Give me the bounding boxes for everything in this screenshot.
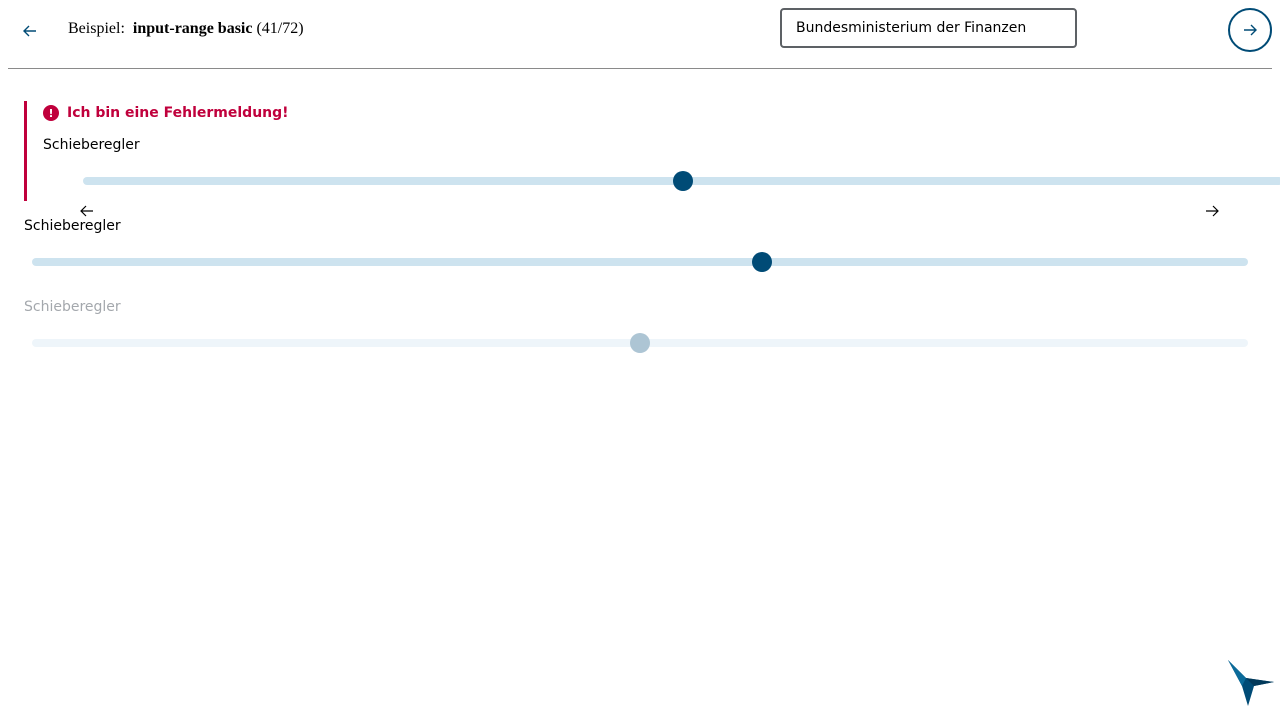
arrow-left-icon [23,25,36,37]
exclamation-circle-icon: ! [43,105,59,121]
slider-1-increase-icon[interactable] [1204,203,1220,219]
title-prefix: Beispiel: [68,20,125,37]
slider-2-track[interactable] [32,252,1248,272]
error-message-text: Ich bin eine Fehlermeldung! [67,105,289,121]
next-button[interactable] [1228,8,1272,52]
back-button[interactable] [18,19,42,43]
slider-2-thumb[interactable] [751,252,772,272]
slider-1-label: Schieberegler [43,137,140,153]
slider-2-label: Schieberegler [24,218,121,234]
slider-3-thumb [630,333,650,353]
header: Beispiel: input-range basic (41/72) Bund… [0,0,1280,69]
arrow-right-icon [1244,24,1257,36]
theme-select-value: Bundesministerium der Finanzen [796,20,1027,36]
slider-1-thumb[interactable] [673,171,693,191]
slider-3-label: Schieberegler [24,299,121,315]
example-name: input-range basic [132,20,253,37]
theme-select[interactable]: Bundesministerium der Finanzen [780,8,1077,48]
header-divider [8,68,1272,69]
kolibri-bird-icon [1228,660,1274,706]
example-counter: (41/72) [256,20,304,37]
page-title: Beispiel: input-range basic (41/72) [68,20,304,38]
error-slider-group: ! Ich bin eine Fehlermeldung! Schiebereg… [24,101,1280,201]
slider-1-decrease-icon[interactable] [79,203,95,219]
slider-1-track[interactable] [83,171,1280,191]
slider-3-track [32,333,1248,353]
error-message: ! Ich bin eine Fehlermeldung! [43,105,289,121]
